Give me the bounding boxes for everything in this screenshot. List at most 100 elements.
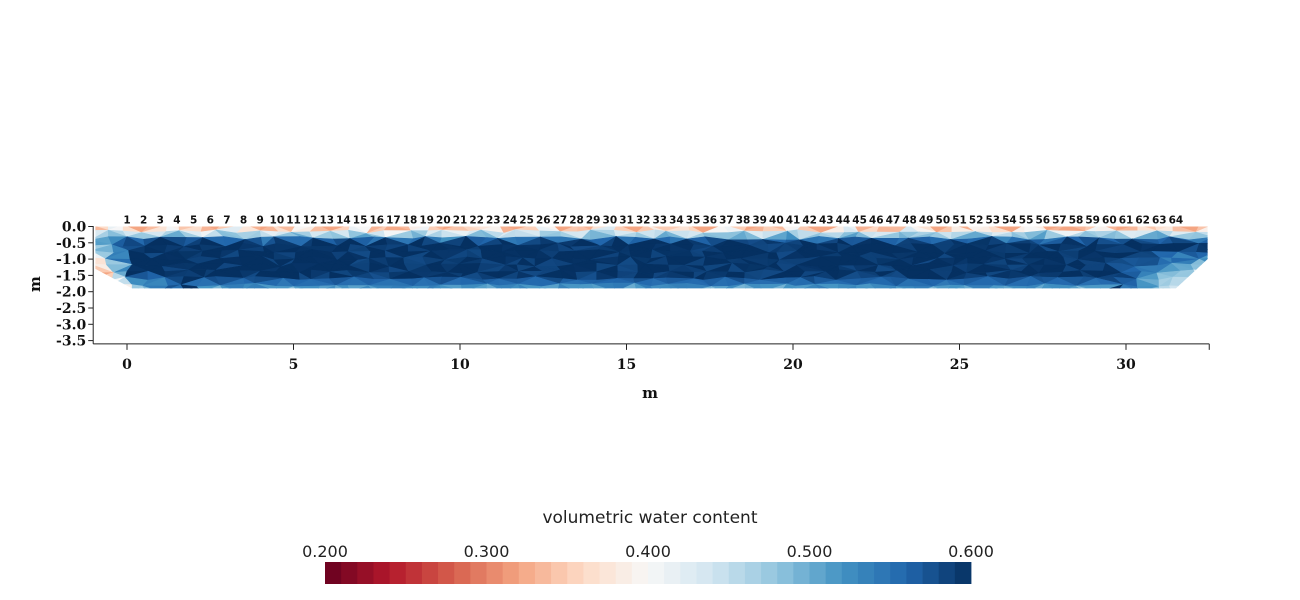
colorbar-band	[841, 562, 859, 584]
mesh-cell	[1191, 277, 1208, 287]
colorbar-band	[421, 562, 439, 584]
mesh-cell	[709, 286, 724, 289]
mesh-cell	[142, 285, 170, 289]
colorbar-title: volumetric water content	[542, 508, 757, 528]
mesh-cell	[946, 285, 966, 289]
mesh-cell	[517, 283, 535, 289]
mesh-cell	[411, 285, 425, 289]
colorbar-band	[470, 562, 487, 584]
mesh-cell	[95, 282, 114, 289]
electrode-label: 36	[702, 215, 717, 227]
electrode-label: 19	[419, 215, 434, 227]
colorbar-band	[744, 562, 762, 584]
electrode-label: 11	[286, 215, 301, 227]
electrode-label: 37	[719, 215, 734, 227]
mesh-cell	[1169, 285, 1192, 289]
electrode-label: 35	[686, 215, 701, 227]
electrode-label: 31	[619, 215, 634, 227]
electrode-label: 25	[519, 215, 534, 227]
mesh-cell	[591, 283, 616, 289]
colorbar-band	[712, 562, 730, 584]
colorbar-band	[502, 562, 520, 584]
mesh-cell	[855, 285, 879, 289]
electrode-label: 26	[536, 215, 551, 227]
mesh-cell	[201, 285, 226, 289]
electrode-label: 34	[669, 215, 684, 227]
vwc-mesh	[95, 226, 1208, 289]
colorbar-band	[405, 562, 423, 584]
colorbar-band	[954, 562, 972, 584]
electrode-label: 33	[652, 215, 667, 227]
mesh-cell	[933, 284, 952, 289]
mesh-cell	[634, 282, 654, 289]
mesh-cell	[485, 283, 505, 289]
mesh-cell	[388, 285, 414, 289]
mesh-cell	[95, 278, 114, 285]
mesh-cell	[349, 285, 375, 289]
mesh-cell	[412, 285, 431, 289]
mesh-cell	[254, 282, 278, 289]
electrode-label: 47	[886, 215, 901, 227]
x-tick-label: 20	[783, 357, 803, 373]
y-axis-title: m	[26, 276, 44, 292]
colorbar-band	[615, 562, 633, 584]
mesh-cell	[780, 283, 798, 289]
mesh-cell	[1187, 285, 1208, 289]
electrode-label: 39	[752, 215, 767, 227]
colorbar-band	[583, 562, 600, 584]
mesh-cell	[1193, 269, 1208, 278]
x-tick-label: 5	[289, 357, 299, 373]
mesh-cell	[869, 283, 897, 289]
mesh-cell	[1190, 264, 1208, 271]
colorbar-band	[890, 562, 907, 584]
y-tick-label: -3.5	[56, 334, 86, 350]
electrode-label: 18	[403, 215, 418, 227]
mesh-cell	[894, 286, 919, 289]
mesh-cell	[95, 283, 114, 289]
electrode-label: 2	[140, 215, 147, 227]
electrode-label: 9	[257, 215, 264, 227]
x-tick-label: 10	[450, 357, 470, 373]
colorbar-band	[874, 562, 891, 584]
colorbar-band	[551, 562, 568, 584]
y-tick-label: 0.0	[62, 220, 87, 236]
electrode-label: 12	[303, 215, 318, 227]
electrode-label: 17	[386, 215, 401, 227]
electrode-label: 55	[1019, 215, 1034, 227]
electrode-label: 54	[1002, 215, 1017, 227]
x-tick-label: 25	[950, 357, 969, 373]
x-tick-label: 0	[122, 357, 132, 373]
colorbar-band	[793, 562, 810, 584]
mesh-cell	[113, 283, 133, 289]
electrode-label: 52	[969, 215, 984, 227]
electrode-label: 40	[769, 215, 784, 227]
y-tick-label: -2.5	[56, 301, 86, 317]
colorbar-tick-label: 0.300	[464, 542, 510, 561]
colorbar-band	[438, 562, 455, 584]
x-tick-label: 15	[617, 357, 636, 373]
colorbar-tick-label: 0.500	[787, 542, 833, 561]
colorbar-band	[486, 562, 504, 584]
colorbar-band	[567, 562, 584, 584]
mesh-cell	[196, 285, 221, 289]
y-tick-label: -3.0	[56, 317, 86, 333]
colorbar-band	[373, 562, 390, 584]
electrode-label: 50	[936, 215, 951, 227]
colorbar-tick-label: 0.200	[302, 542, 348, 561]
colorbar-band	[777, 562, 794, 584]
electrode-label: 63	[1152, 215, 1167, 227]
electrode-label: 8	[240, 215, 247, 227]
mesh-cell	[814, 284, 839, 289]
mesh-cell	[711, 285, 730, 289]
mesh-cell	[557, 283, 577, 289]
mesh-cell	[333, 285, 351, 289]
electrode-label: 32	[636, 215, 651, 227]
electrode-label: 10	[270, 215, 285, 227]
mesh-cell	[277, 286, 301, 289]
mesh-cell	[666, 283, 687, 289]
colorbar-band	[389, 562, 407, 584]
electrode-label: 57	[1052, 215, 1067, 227]
colorbar-band	[534, 562, 552, 584]
electrode-label: 60	[1102, 215, 1117, 227]
